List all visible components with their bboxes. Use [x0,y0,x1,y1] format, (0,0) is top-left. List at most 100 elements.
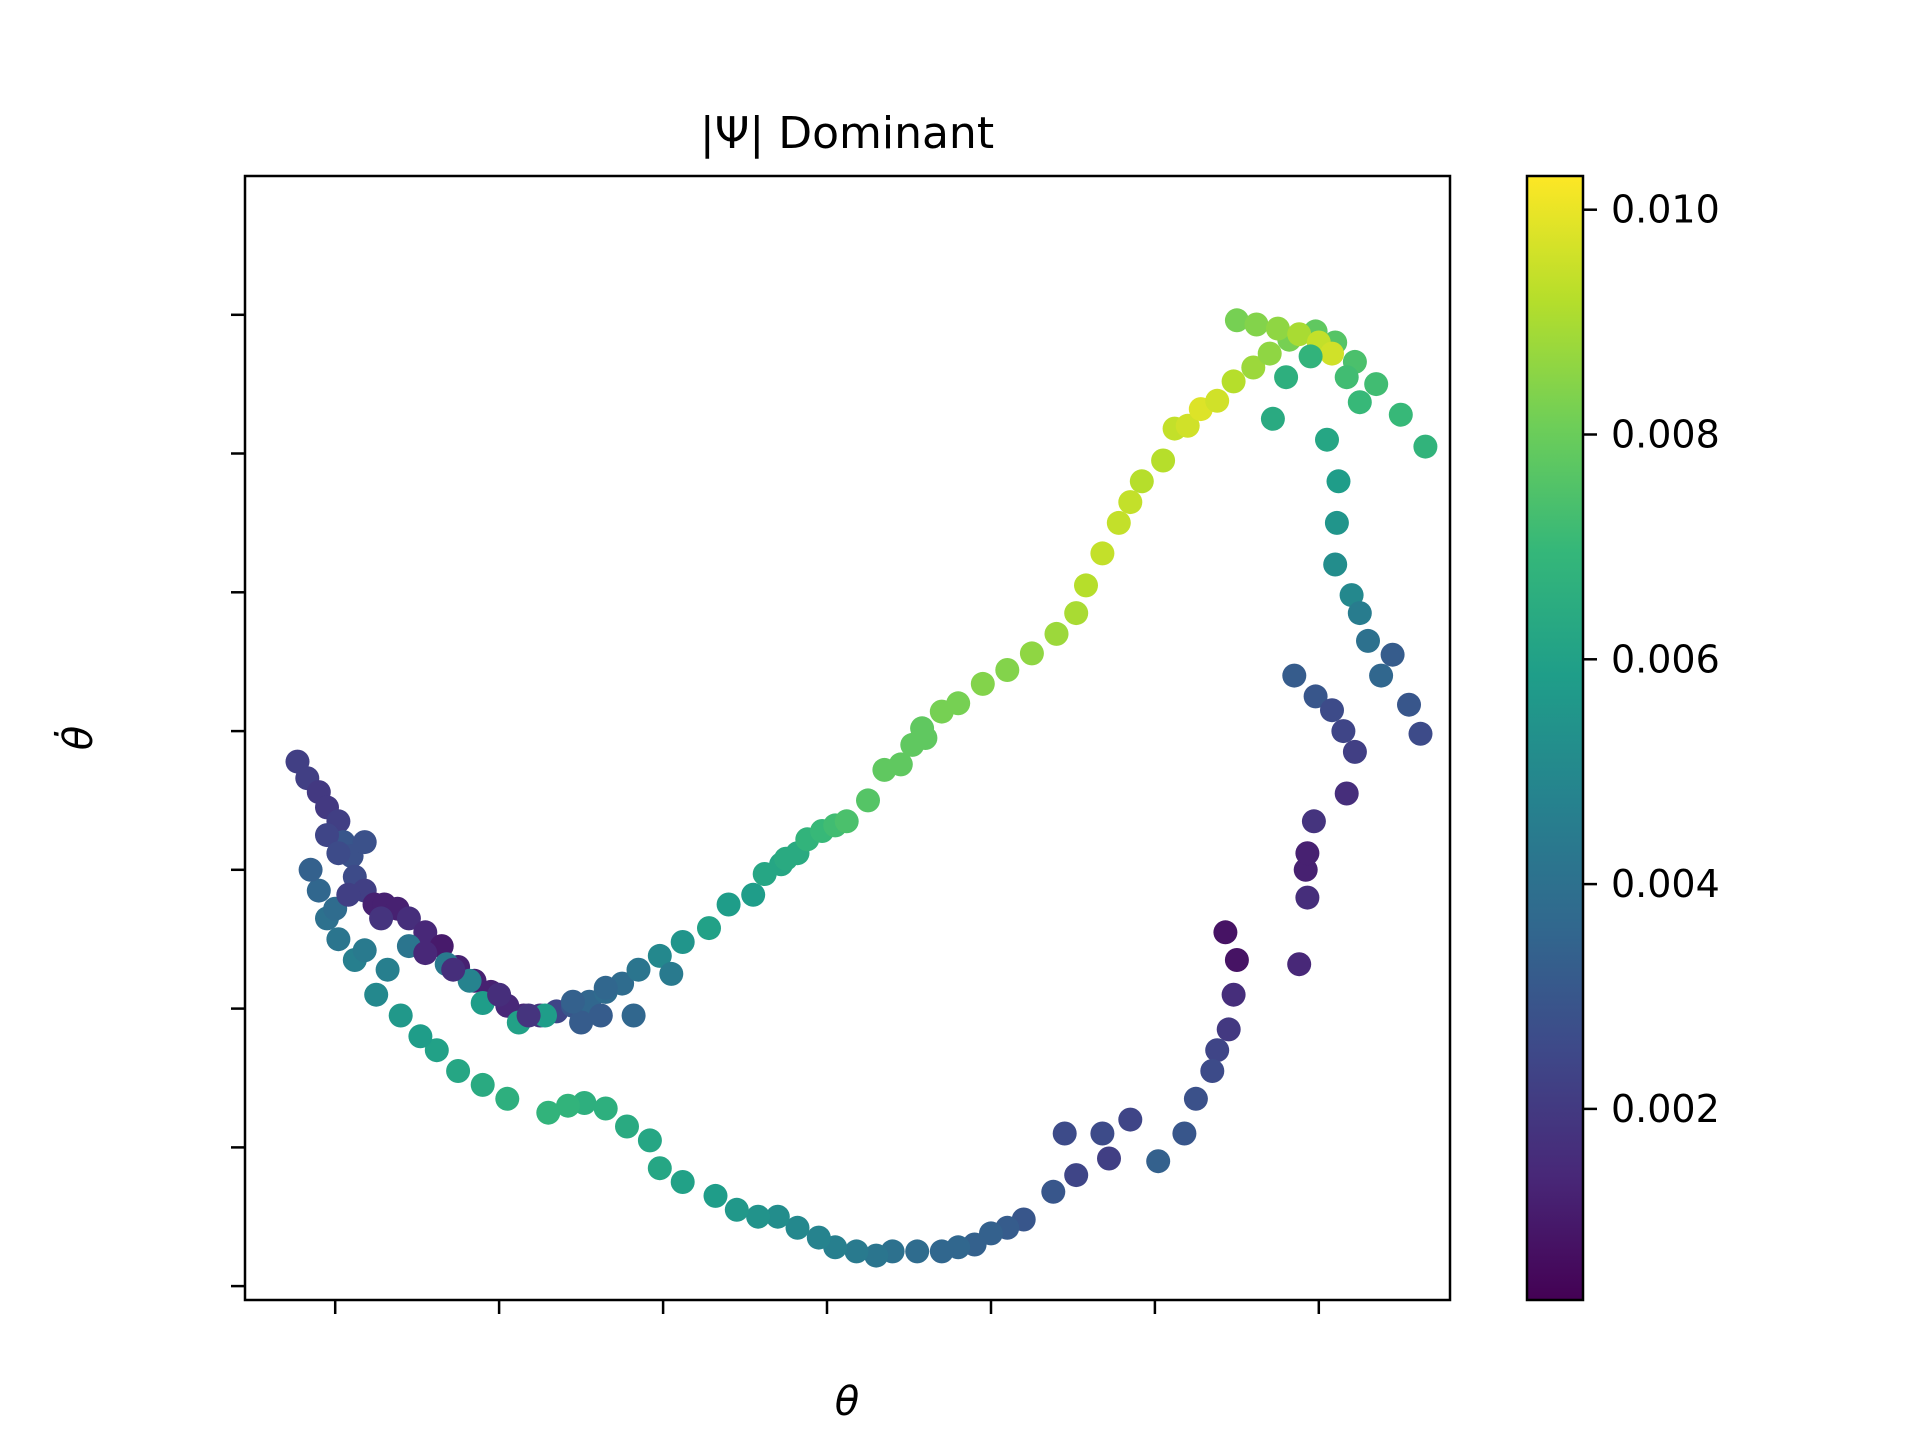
scatter-point [1274,365,1299,390]
scatter-point [741,882,766,907]
scatter-point [1339,583,1364,608]
scatter-point [560,989,585,1014]
scatter-point [536,1100,561,1125]
colorbar [1525,174,1585,1302]
scatter-point [621,1003,646,1028]
scatter-point [1224,948,1249,972]
scatter-point [495,1086,520,1111]
scatter-point [1301,809,1326,834]
scatter-point [1041,1179,1066,1204]
scatter-point [716,892,741,917]
scatter-point [593,1096,618,1121]
scatter-point [306,878,331,903]
scatter-point [352,938,377,963]
scatter-point [1320,698,1344,723]
scatter-point [785,1215,810,1240]
scatter-point [396,906,421,931]
scatter-point [659,961,684,986]
scatter-point [1388,402,1413,427]
scatter-point [1090,541,1115,566]
scatter-point [1265,316,1290,341]
scatter-point [647,943,672,968]
scatter-point [413,920,438,945]
scatter-point [913,726,938,750]
scatter-point [670,1170,695,1194]
scatter-point [929,1239,954,1264]
scatter-point [424,1038,449,1063]
chart-title: |Ψ| Dominant [700,108,994,159]
scatter-point [1298,344,1323,369]
scatter-point [1347,390,1372,415]
scatter-point [369,906,394,931]
scatter-point [569,1010,594,1035]
colorbar-tick-label: 0.002 [1611,1087,1720,1131]
scatter-point [1287,322,1312,347]
scatter-point [765,1204,790,1229]
scatter-point [1175,413,1200,438]
scatter-point [413,941,438,966]
scatter-point [1106,510,1131,535]
scatter-point [724,1197,749,1222]
scatter-point [1221,982,1246,1007]
colorbar-ticks: 0.002 0.004 0.006 0.008 0.010 [1583,188,1720,1131]
scatter-point [326,927,351,952]
scatter-point [336,882,361,907]
scatter-point [375,957,400,982]
scatter-point [352,830,377,855]
scatter-point [1315,427,1339,452]
scatter-point [1064,1163,1089,1188]
scatter-point [1324,510,1349,535]
x-axis-ticks [333,1300,1321,1314]
scatter-point [1097,1146,1121,1171]
scatter-point [888,752,913,777]
scatter-point [1320,341,1344,366]
scatter-point [806,1225,831,1250]
scatter-point [1413,434,1438,459]
scatter-point [1064,601,1089,626]
y-axis-ticks [231,313,245,1288]
scatter-point [1334,781,1359,806]
scatter-point [298,857,323,882]
scatter-point [774,846,798,871]
scatter-point [1241,355,1266,380]
scatter-point [1334,365,1359,390]
scatter-point [441,957,466,982]
plot-area-frame [243,174,1452,1302]
scatter-point [487,982,512,1007]
scatter-point [556,1093,580,1118]
scatter-point [637,1128,662,1153]
scatter-point [1282,663,1307,688]
scatter-point [864,1243,889,1268]
scatter-point [1052,1121,1077,1146]
scatter-point [1380,642,1405,667]
scatter-point [408,1024,433,1049]
scatter-point [1356,628,1380,653]
scatter-point [364,982,389,1007]
scatter-point [1044,621,1069,646]
scatter-point [588,1003,613,1028]
scatter-point [1118,490,1143,515]
scatter-point [1129,469,1154,494]
scatter-point [1326,469,1351,494]
scatter-point [1146,1149,1171,1174]
scatter-point [1216,1017,1241,1042]
scatter-point [1200,1059,1225,1083]
scatter-point [1303,684,1328,709]
scatter-point [388,1003,413,1028]
scatter-point [593,975,618,1000]
scatter-point [1205,1038,1230,1063]
scatter-point [1183,1086,1208,1111]
scatter-point [1342,739,1367,764]
scatter-point [995,658,1020,682]
scatter-point [1244,312,1269,337]
scatter-point [905,1239,930,1264]
scatter-point [1221,369,1246,394]
scatter-point [1019,641,1044,666]
scatter-point [1295,841,1320,866]
scatter-point [1369,663,1394,688]
scatter-point [533,1003,557,1028]
scatter-points [285,308,1438,1268]
scatter-point [856,788,880,813]
colorbar-tick-label: 0.006 [1611,637,1720,681]
